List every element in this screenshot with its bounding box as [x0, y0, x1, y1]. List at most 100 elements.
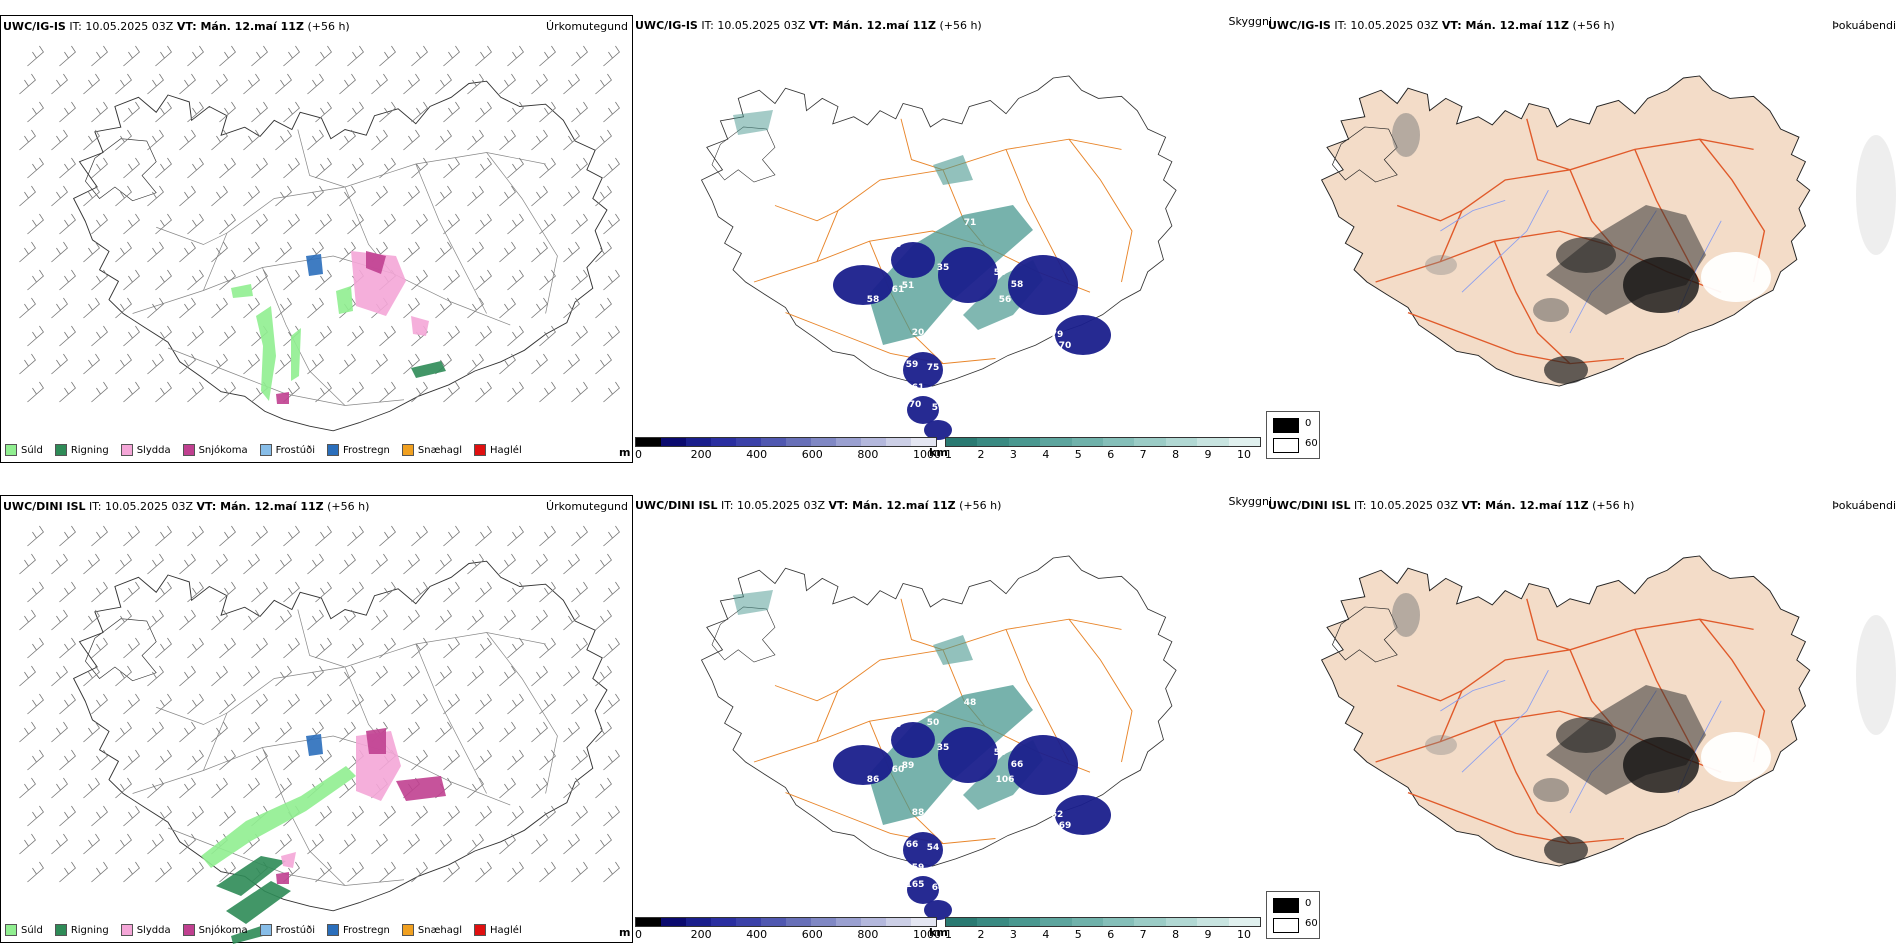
- precip-legend: Súld Rigning Slydda Snjókoma Frostúði Frostre…: [5, 444, 522, 456]
- colorbar-tick-label: 3: [1009, 448, 1017, 461]
- precip-area: [231, 926, 263, 944]
- colorbar-bin: [711, 438, 736, 446]
- colorbar-bin: [911, 918, 936, 926]
- fog-legend: 0 60: [1266, 891, 1320, 939]
- colorbar-bin: [786, 438, 811, 446]
- precip-area: [396, 776, 446, 801]
- legend-swatch: [182, 924, 195, 936]
- colorbar-tick-label: 400: [746, 928, 768, 941]
- visibility-colorbar: 1 2 3 4 5 6 7 8 9 10 km: [929, 437, 1261, 463]
- precip-legend-item: Rigning: [54, 444, 109, 456]
- colorbar-bin: [811, 438, 836, 446]
- precip-legend-item: Snæhagl: [401, 924, 462, 936]
- colorbar-tick-label: 7: [1139, 448, 1147, 461]
- colorbar-bin: [711, 918, 736, 926]
- legend-label: Haglél: [490, 924, 522, 936]
- colorbar-bin: [636, 918, 661, 926]
- fog-legend-label: 60: [1305, 918, 1318, 929]
- panel-title: UWC/DINI ISL IT: 10.05.2025 03Z VT: Mán.…: [3, 500, 369, 513]
- fog-map: [1320, 75, 1896, 387]
- cloud-base-value: 61: [912, 383, 925, 393]
- valid-time: VT: Mán. 12.maí 11Z: [1441, 19, 1569, 32]
- precip-area: [336, 286, 353, 314]
- road-line: [486, 152, 558, 314]
- cloud-base-value: 35: [937, 743, 950, 753]
- colorbar-tick-label: 600: [801, 928, 823, 941]
- road-line: [1407, 311, 1625, 365]
- colorbar-tick-label: 200: [690, 448, 712, 461]
- precip-area: [411, 361, 446, 378]
- precip-area: [366, 728, 386, 754]
- cloud-base-value: 79: [1051, 330, 1064, 340]
- fog-legend-white-swatch: [1273, 438, 1299, 453]
- wind-barbs: [19, 45, 620, 403]
- colorbar-bin: [736, 438, 761, 446]
- road-line: [1068, 618, 1133, 763]
- colorbar-tick-label: 1: [945, 928, 952, 941]
- colorbar-unit: m: [619, 926, 631, 939]
- precip-area: [291, 328, 301, 381]
- valid-time: VT: Mán. 12.maí 11Z: [1461, 499, 1589, 512]
- colorbar-bin: [886, 438, 911, 446]
- road-line: [262, 267, 346, 406]
- colorbar-tick-label: 10: [1237, 928, 1251, 941]
- legend-label: Snjókoma: [198, 444, 248, 456]
- precip-legend-item: Frostúði: [259, 924, 315, 936]
- colorbar-tick-label: 9: [1204, 448, 1212, 461]
- precip-area: [276, 392, 289, 404]
- precip-type-panel-row1: UWC/IG-IS IT: 10.05.2025 03Z VT: Mán. 12…: [0, 15, 633, 463]
- init-time: IT: 10.05.2025 03Z: [89, 500, 194, 513]
- cloud-base-value: 58: [867, 295, 880, 305]
- road-line: [262, 747, 346, 886]
- model-name: UWC/IG-IS: [3, 20, 66, 33]
- colorbar-tick-label: 0: [635, 448, 642, 461]
- road-line: [1493, 720, 1571, 845]
- cloud-base-value: 56: [999, 295, 1012, 305]
- colorbar-tick-label: 1: [945, 448, 952, 461]
- precip-legend: Súld Rigning Slydda Snjókoma Frostúði Frostre…: [5, 924, 522, 936]
- precip-area: [306, 254, 323, 276]
- colorbar-tick-label: 4: [1042, 928, 1050, 941]
- colorbar-tick-label: 6: [1107, 448, 1115, 461]
- legend-label: Haglél: [490, 444, 522, 456]
- legend-swatch: [327, 924, 339, 936]
- colorbar-bin: [911, 438, 936, 446]
- legend-swatch: [327, 444, 339, 456]
- legend-swatch: [401, 924, 414, 936]
- colorbar-bin: [1071, 918, 1104, 926]
- legend-label: Frostúði: [275, 924, 315, 936]
- panel-name: Skyggni: [1228, 15, 1272, 28]
- colorbar-tick-label: 9: [1204, 928, 1212, 941]
- legend-label: Súld: [21, 444, 43, 456]
- cloud-base-value: 75: [927, 363, 940, 373]
- colorbar-bin: [836, 918, 861, 926]
- precip-legend-item: Frostregn: [327, 444, 390, 456]
- cloud-base-value: 59: [912, 863, 925, 873]
- iceland-land: [1320, 75, 1811, 387]
- colorbar-bin: [636, 438, 661, 446]
- colorbar-tick-label: 800: [857, 448, 879, 461]
- panel-name: Úrkomutegund: [546, 500, 628, 513]
- road-line: [774, 205, 839, 222]
- legend-swatch: [54, 924, 67, 936]
- precip-legend-item: Slydda: [120, 444, 171, 456]
- cloud-base-value: 54: [927, 843, 940, 853]
- fog-legend-black-swatch: [1273, 418, 1299, 433]
- cloud-visibility-panel-row1: 35 55 58 56 61 58 51 78 20 59 75 61 70 59 79 70 71 UWC/I…: [619, 15, 1272, 463]
- cloud-visibility-panel-row2: 35 55 66 106 60 86 89 68 88 66 54 59 165 64 62 69 48 50 U…: [619, 495, 1272, 943]
- cloud-base-value: 60: [892, 765, 905, 775]
- legend-swatch: [5, 444, 17, 456]
- legend-swatch: [474, 444, 487, 456]
- fog-legend-label: 0: [1305, 418, 1312, 429]
- precip-area: [306, 734, 323, 756]
- colorbar-ticks: 0 200 400 600 800 1000: [635, 447, 941, 461]
- colorbar-bin: [686, 438, 711, 446]
- cloud-base-value: 20: [912, 328, 925, 338]
- colorbar-unit: m: [619, 446, 631, 459]
- legend-label: Slydda: [136, 444, 171, 456]
- colorbar-strip: [635, 437, 937, 447]
- precip-type-panel-row2: UWC/DINI ISL IT: 10.05.2025 03Z VT: Mán.…: [0, 495, 633, 944]
- precip-legend-item: Frostregn: [327, 924, 390, 936]
- legend-label: Slydda: [136, 924, 171, 936]
